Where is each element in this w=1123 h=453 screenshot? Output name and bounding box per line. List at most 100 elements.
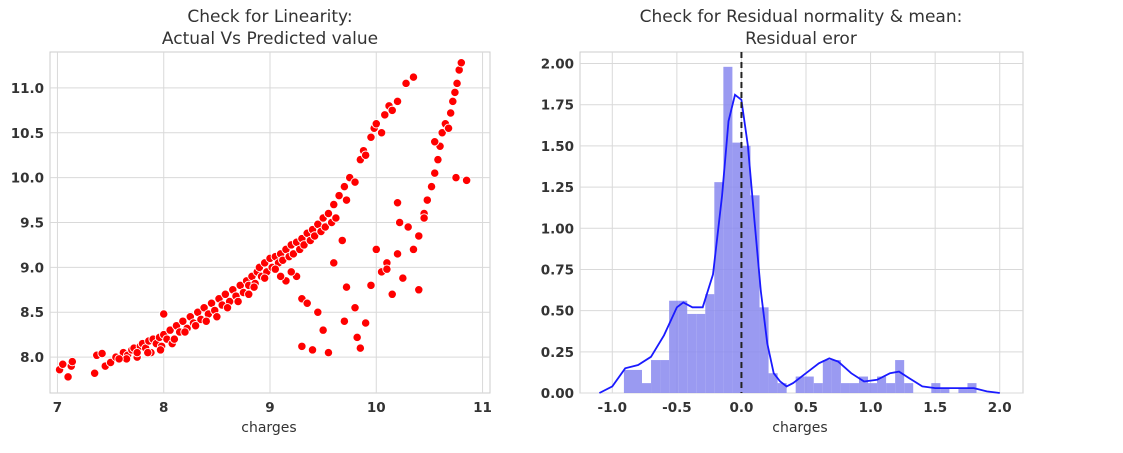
histogram-y-tick-label: 1.75: [541, 98, 574, 114]
scatter-point: [361, 150, 371, 160]
histogram-bars: [623, 66, 977, 394]
histogram-y-tick-label: 0.00: [541, 386, 574, 402]
histogram-x-tick-label: -0.5: [662, 400, 692, 416]
scatter-point: [67, 356, 77, 367]
scatter-point: [443, 123, 454, 133]
histogram-bar: [895, 360, 905, 393]
scatter-point: [309, 231, 320, 241]
scatter-point: [244, 289, 254, 299]
scatter-point: [433, 155, 443, 165]
scatter-x-label: charges: [241, 420, 296, 436]
histogram-bar: [858, 376, 869, 393]
scatter-point: [446, 108, 456, 118]
scatter-point: [165, 325, 175, 335]
histogram-bar: [750, 195, 760, 393]
histogram-bar: [904, 383, 914, 393]
scatter-point: [286, 267, 296, 277]
histogram-y-tick-label: 0.75: [541, 262, 574, 278]
scatter-point: [382, 264, 392, 274]
scatter-point: [331, 213, 341, 223]
scatter-point: [380, 110, 390, 120]
scatter-point: [461, 175, 472, 185]
scatter-point: [58, 359, 68, 369]
histogram-chart: Check for Residual normality & mean: Res…: [541, 7, 1024, 436]
histogram-bar: [768, 373, 778, 393]
scatter-point: [307, 345, 318, 355]
histogram-y-tick-label: 1.25: [541, 180, 574, 196]
histogram-x-tick-label: 2.0: [988, 400, 1012, 416]
scatter-point: [352, 332, 362, 343]
scatter-point: [395, 217, 405, 228]
scatter-point: [334, 190, 344, 201]
scatter-point: [414, 285, 424, 295]
histogram-x-label: charges: [772, 420, 827, 436]
scatter-point: [387, 289, 397, 299]
scatter-point: [169, 334, 179, 344]
histogram-y-ticks: 0.00 0.25 0.50 0.75 1.00 1.25 1.50 1.75 2.00: [541, 57, 574, 402]
scatter-y-tick-label: 10.0: [11, 171, 44, 187]
histogram-bar: [958, 388, 968, 393]
scatter-y-tick-label: 8.5: [20, 305, 44, 321]
histogram-y-tick-label: 2.00: [541, 57, 574, 73]
scatter-point: [63, 372, 73, 382]
scatter-point: [159, 309, 169, 319]
histogram-bar: [940, 388, 950, 393]
scatter-points: [54, 58, 472, 382]
histogram-y-tick-label: 0.50: [541, 304, 574, 320]
scatter-y-tick-label: 8.0: [20, 350, 44, 366]
histogram-bar: [660, 360, 670, 393]
scatter-x-tick-label: 8: [159, 400, 168, 416]
scatter-point: [355, 343, 365, 353]
scatter-point: [337, 235, 347, 246]
scatter-point: [320, 222, 330, 232]
scatter-point: [260, 273, 270, 283]
scatter-point: [318, 325, 328, 335]
histogram-bar: [849, 383, 859, 393]
histogram-x-ticks: -1.0 -0.5 0.0 0.5 1.0 1.5 2.0: [598, 400, 1012, 416]
scatter-point: [426, 181, 437, 192]
scatter-point: [323, 208, 334, 219]
scatter-point: [143, 347, 153, 358]
histogram-x-tick-label: -1.0: [598, 400, 628, 416]
histogram-title-line1: Check for Residual normality & mean:: [640, 7, 963, 27]
scatter-point: [451, 172, 461, 183]
scatter-title-line2: Actual Vs Predicted value: [162, 29, 378, 49]
scatter-point: [414, 231, 424, 241]
histogram-bar: [669, 300, 679, 393]
histogram-x-tick-label: 0.0: [729, 400, 753, 416]
scatter-point: [97, 348, 107, 359]
scatter-point: [275, 271, 286, 281]
scatter-point: [212, 312, 222, 322]
histogram-x-tick-label: 1.5: [923, 400, 947, 416]
histogram-bar: [813, 383, 823, 393]
histogram-bar: [678, 300, 688, 393]
scatter-point: [366, 132, 376, 142]
scatter-point: [329, 199, 339, 210]
scatter-point: [401, 78, 411, 89]
histogram-bar: [623, 369, 642, 393]
scatter-point: [339, 181, 350, 192]
histogram-bar: [840, 383, 850, 393]
scatter-point: [392, 198, 403, 208]
scatter-y-tick-label: 11.0: [11, 81, 44, 97]
histogram-bar: [759, 307, 769, 393]
scatter-point: [190, 321, 201, 331]
scatter-point: [422, 195, 432, 205]
scatter-point: [450, 87, 460, 98]
scatter-chart: Check for Linearity: Actual Vs Predicted…: [11, 7, 492, 436]
scatter-point: [448, 96, 458, 107]
histogram-x-tick-label: 0.5: [794, 400, 818, 416]
histogram-bar: [741, 145, 751, 393]
scatter-point: [299, 240, 309, 250]
histogram-y-tick-label: 0.25: [541, 345, 574, 361]
scatter-point: [376, 128, 387, 138]
scatter-point: [350, 303, 360, 313]
scatter-point: [419, 213, 429, 223]
histogram-x-tick-label: 1.0: [859, 400, 883, 416]
scatter-point: [323, 347, 334, 358]
histogram-bar: [777, 383, 787, 393]
scatter-x-ticks: 7 8 9 10 11: [53, 400, 492, 416]
histogram-bar: [877, 376, 887, 393]
histogram-bar: [804, 376, 814, 393]
